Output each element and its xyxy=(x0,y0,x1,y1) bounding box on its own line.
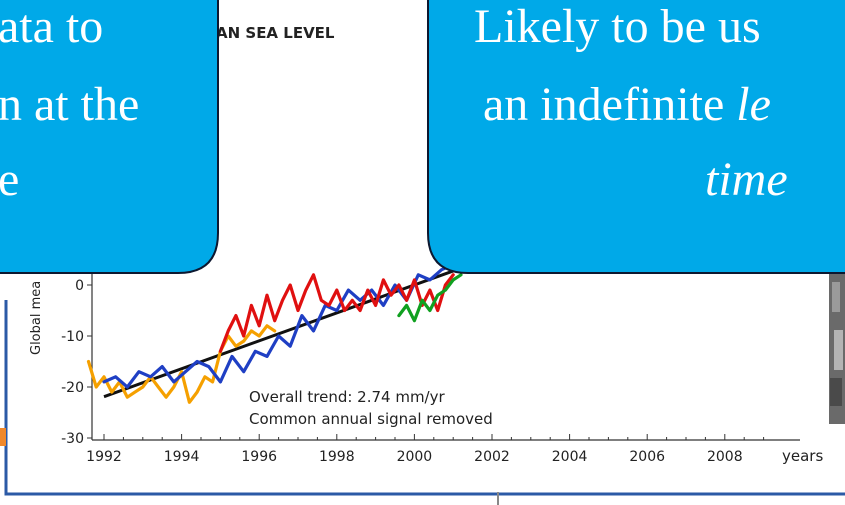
series-layer xyxy=(86,263,463,404)
photo-strip xyxy=(829,268,845,424)
y-tick-label: -20 xyxy=(61,380,84,396)
x-tick-label: 2008 xyxy=(707,449,743,465)
x-ticks: 1992 1994 1996 1998 2000 2002 2004 2006 2008 xyxy=(86,434,765,465)
trend-line xyxy=(103,266,462,399)
x-tick-label: 2002 xyxy=(474,449,510,465)
x-tick-label: 2000 xyxy=(397,449,433,465)
x-tick-label: 2006 xyxy=(629,449,665,465)
left-callout: ata to n at the e xyxy=(0,0,219,274)
left-callout-line-2: n at the xyxy=(0,78,139,131)
x-tick-label: 2004 xyxy=(552,449,588,465)
right-callout-line-2-italic: le xyxy=(736,78,771,131)
x-tick-label: 1992 xyxy=(86,449,122,465)
left-callout-line-1: ata to xyxy=(0,0,103,53)
x-tick-label: 1998 xyxy=(319,449,355,465)
right-callout-line-3: time xyxy=(705,153,788,206)
right-callout-line-2-plain: an indefinite xyxy=(483,78,736,131)
x-tick-label: 1994 xyxy=(164,449,200,465)
figure-frame xyxy=(4,300,845,496)
trend-annotation: Overall trend: 2.74 mm/yr xyxy=(249,388,445,406)
y-ticks: 0 -10 -20 -30 xyxy=(61,278,92,447)
x-axis-unit-label: years xyxy=(782,447,823,465)
y-axis-label: Global mea xyxy=(29,281,44,355)
sea-level-series-4 xyxy=(397,273,463,323)
y-tick-label: -30 xyxy=(61,431,84,447)
accent-mark xyxy=(0,428,6,446)
right-callout: Likely to be us an indefinite le time xyxy=(427,0,845,274)
x-tick-label: 1996 xyxy=(241,449,277,465)
right-callout-line-1: Likely to be us xyxy=(474,0,761,53)
left-callout-line-3: e xyxy=(0,153,19,206)
right-callout-line-2: an indefinite le xyxy=(483,78,771,131)
y-tick-label: -10 xyxy=(61,329,84,345)
sea-level-series-2 xyxy=(102,263,455,389)
chart-title: AN SEA LEVEL xyxy=(216,24,335,42)
y-tick-label: 0 xyxy=(75,278,84,294)
signal-annotation: Common annual signal removed xyxy=(249,410,493,428)
sea-level-series-3 xyxy=(218,273,455,353)
